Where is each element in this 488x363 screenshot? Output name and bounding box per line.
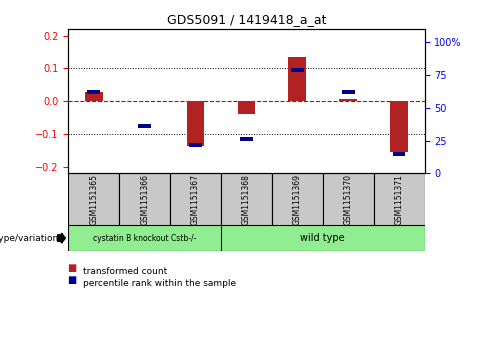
Bar — [85, 92, 102, 101]
Text: cystatin B knockout Cstb-/-: cystatin B knockout Cstb-/- — [93, 234, 196, 242]
Bar — [170, 174, 221, 225]
Bar — [339, 99, 357, 101]
Bar — [272, 174, 323, 225]
Text: transformed count: transformed count — [83, 267, 167, 276]
Text: GSM1151366: GSM1151366 — [140, 174, 149, 225]
Bar — [390, 101, 408, 152]
Bar — [240, 137, 253, 141]
Text: percentile rank within the sample: percentile rank within the sample — [83, 279, 236, 287]
Bar — [221, 174, 272, 225]
Text: ■: ■ — [68, 263, 81, 273]
Text: ■: ■ — [68, 275, 81, 285]
Bar — [238, 101, 255, 114]
Bar — [323, 174, 374, 225]
Text: GSM1151368: GSM1151368 — [242, 174, 251, 225]
Bar — [393, 152, 406, 156]
Title: GDS5091 / 1419418_a_at: GDS5091 / 1419418_a_at — [167, 13, 326, 26]
Bar — [342, 90, 355, 94]
Text: genotype/variation: genotype/variation — [0, 234, 59, 242]
Text: GSM1151371: GSM1151371 — [395, 174, 404, 225]
Bar — [186, 101, 204, 146]
Bar — [119, 174, 170, 225]
Bar — [68, 174, 119, 225]
Bar — [288, 57, 306, 101]
Text: GSM1151370: GSM1151370 — [344, 174, 353, 225]
Bar — [374, 174, 425, 225]
Text: GSM1151369: GSM1151369 — [293, 174, 302, 225]
Text: GSM1151365: GSM1151365 — [89, 174, 98, 225]
Bar — [138, 124, 151, 128]
Bar — [189, 143, 202, 147]
Text: GSM1151367: GSM1151367 — [191, 174, 200, 225]
Bar — [87, 90, 100, 94]
Bar — [291, 68, 304, 72]
Text: wild type: wild type — [301, 233, 345, 243]
